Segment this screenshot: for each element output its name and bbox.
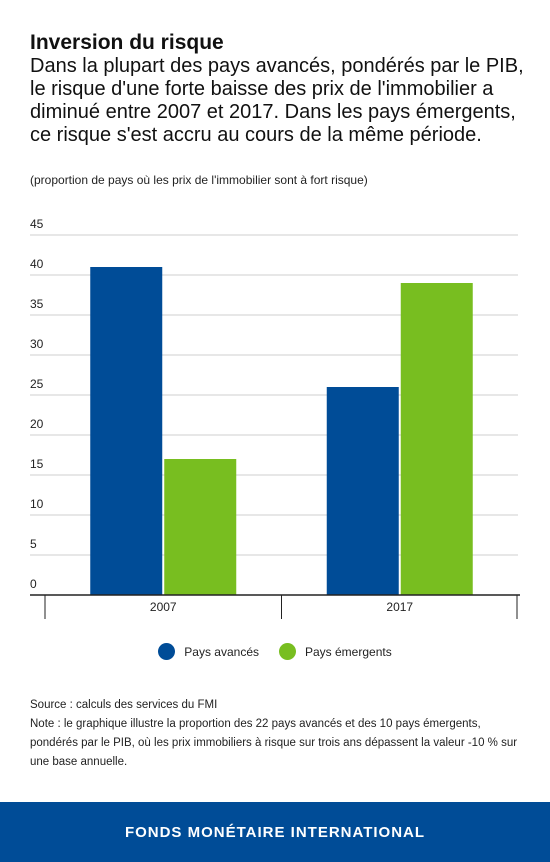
y-tick-label: 40 xyxy=(30,257,44,271)
legend-item-emerging: Pays émergents xyxy=(279,643,392,660)
source-text: Source : calculs des services du FMI xyxy=(30,699,218,711)
y-tick-label: 5 xyxy=(30,537,37,551)
legend-swatch-emerging xyxy=(279,643,296,660)
legend: Pays avancés Pays émergents xyxy=(0,643,550,660)
legend-label-advanced: Pays avancés xyxy=(184,644,259,659)
y-tick-label: 20 xyxy=(30,417,44,431)
bar xyxy=(326,387,399,595)
units-label: (proportion de pays où les prix de l'imm… xyxy=(30,173,368,187)
y-tick-label: 10 xyxy=(30,497,44,511)
legend-item-advanced: Pays avancés xyxy=(158,643,259,660)
y-tick-label: 15 xyxy=(30,457,44,471)
y-tick-label: 30 xyxy=(30,337,44,351)
footer-text: FONDS MONÉTAIRE INTERNATIONAL xyxy=(124,823,426,841)
note-text: Note : le graphique illustre la proporti… xyxy=(30,718,518,768)
footer-banner: FONDS MONÉTAIRE INTERNATIONAL xyxy=(0,802,550,862)
bar xyxy=(90,267,163,595)
chart-title: Inversion du risque xyxy=(30,31,224,54)
chart-subtitle: Dans la plupart des pays avancés, pondér… xyxy=(30,55,524,146)
bar xyxy=(164,459,237,595)
bar-chart: 0 5 10 15 20 25 30 35 40 45 2007 2017 xyxy=(30,217,520,619)
bar xyxy=(400,283,473,595)
notes: Source : calculs des services du FMI Not… xyxy=(30,696,525,772)
x-tick-label: 2007 xyxy=(150,600,177,614)
y-tick-label: 35 xyxy=(30,297,44,311)
legend-label-emerging: Pays émergents xyxy=(305,644,392,659)
y-tick-label: 0 xyxy=(30,577,37,591)
y-tick-label: 25 xyxy=(30,377,44,391)
y-tick-label: 45 xyxy=(30,217,44,231)
legend-swatch-advanced xyxy=(158,643,176,660)
x-tick-label: 2017 xyxy=(386,600,413,614)
